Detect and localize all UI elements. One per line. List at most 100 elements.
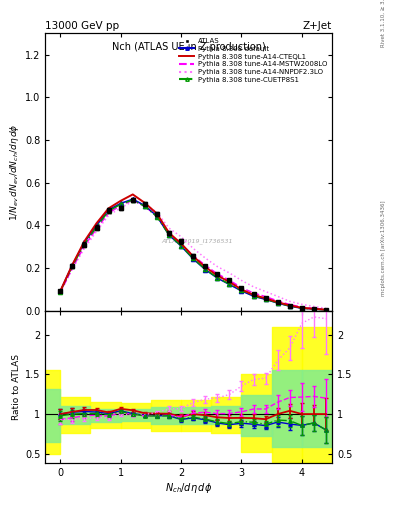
Pythia 8.308 tune-CUETP8S1 (287, 303, 292, 309)
Pythia 8.308 tune-A14-MSTW2008LO (70, 265, 75, 271)
Pythia 8.308 default (82, 240, 87, 246)
Pythia 8.308 tune-A14-NNPDF2.3LO (191, 245, 196, 251)
Pythia 8.308 tune-A14-CTEQL1 (203, 264, 208, 270)
Pythia 8.308 tune-A14-CTEQL1 (167, 230, 171, 236)
Pythia 8.308 tune-A14-CTEQL1 (70, 262, 75, 268)
Pythia 8.308 default (263, 296, 268, 303)
Pythia 8.308 tune-A14-MSTW2008LO (239, 285, 244, 291)
Line: Pythia 8.308 tune-CUETP8S1: Pythia 8.308 tune-CUETP8S1 (58, 198, 328, 312)
Text: Rivet 3.1.10, ≥ 3.2M events: Rivet 3.1.10, ≥ 3.2M events (381, 0, 386, 47)
Pythia 8.308 tune-A14-NNPDF2.3LO (106, 212, 111, 219)
Pythia 8.308 tune-A14-CTEQL1 (215, 272, 220, 279)
Pythia 8.308 tune-A14-NNPDF2.3LO (118, 205, 123, 211)
Pythia 8.308 default (179, 243, 184, 249)
Pythia 8.308 tune-A14-MSTW2008LO (94, 226, 99, 232)
Pythia 8.308 tune-A14-MSTW2008LO (312, 305, 316, 311)
Text: Z+Jet: Z+Jet (303, 20, 332, 31)
Pythia 8.308 tune-A14-CTEQL1 (263, 295, 268, 302)
Line: Pythia 8.308 tune-A14-MSTW2008LO: Pythia 8.308 tune-A14-MSTW2008LO (60, 200, 326, 309)
Pythia 8.308 tune-A14-CTEQL1 (130, 191, 135, 198)
Pythia 8.308 tune-CUETP8S1 (312, 306, 316, 312)
Pythia 8.308 tune-CUETP8S1 (70, 263, 75, 269)
Pythia 8.308 tune-A14-CTEQL1 (191, 253, 196, 260)
Pythia 8.308 tune-A14-CTEQL1 (143, 200, 147, 206)
Pythia 8.308 tune-CUETP8S1 (82, 241, 87, 247)
Pythia 8.308 tune-A14-CTEQL1 (287, 303, 292, 309)
Pythia 8.308 tune-CUETP8S1 (179, 243, 184, 249)
Pythia 8.308 tune-A14-MSTW2008LO (263, 293, 268, 300)
Pythia 8.308 tune-A14-CTEQL1 (312, 306, 316, 312)
Pythia 8.308 tune-A14-NNPDF2.3LO (312, 304, 316, 310)
Pythia 8.308 default (215, 275, 220, 281)
Pythia 8.308 tune-A14-MSTW2008LO (191, 252, 196, 259)
Pythia 8.308 default (239, 288, 244, 294)
Pythia 8.308 tune-A14-MSTW2008LO (203, 262, 208, 268)
Pythia 8.308 tune-A14-NNPDF2.3LO (70, 266, 75, 272)
Pythia 8.308 tune-A14-NNPDF2.3LO (58, 289, 62, 295)
Pythia 8.308 default (203, 266, 208, 272)
Pythia 8.308 tune-A14-CTEQL1 (118, 198, 123, 204)
Pythia 8.308 tune-A14-NNPDF2.3LO (299, 301, 304, 307)
Pythia 8.308 tune-A14-MSTW2008LO (154, 213, 159, 219)
Pythia 8.308 tune-A14-MSTW2008LO (227, 277, 232, 283)
Pythia 8.308 default (312, 306, 316, 312)
Y-axis label: $1/N_{ev}\,dN_{ev}/dN_{ch}/d\eta\,d\phi$: $1/N_{ev}\,dN_{ev}/dN_{ch}/d\eta\,d\phi$ (8, 123, 21, 221)
Pythia 8.308 tune-A14-CTEQL1 (179, 241, 184, 247)
Pythia 8.308 tune-A14-MSTW2008LO (324, 306, 329, 312)
Pythia 8.308 default (287, 303, 292, 309)
Pythia 8.308 tune-CUETP8S1 (58, 288, 62, 294)
Pythia 8.308 tune-A14-NNPDF2.3LO (324, 305, 329, 311)
X-axis label: $N_{ch}/d\eta\,d\phi$: $N_{ch}/d\eta\,d\phi$ (165, 481, 212, 495)
Pythia 8.308 tune-CUETP8S1 (251, 293, 256, 299)
Text: ATLAS_2019_I1736531: ATLAS_2019_I1736531 (162, 239, 233, 244)
Pythia 8.308 tune-A14-NNPDF2.3LO (203, 255, 208, 261)
Pythia 8.308 tune-A14-NNPDF2.3LO (239, 278, 244, 284)
Pythia 8.308 tune-CUETP8S1 (203, 266, 208, 272)
Pythia 8.308 tune-CUETP8S1 (263, 296, 268, 302)
Pythia 8.308 tune-CUETP8S1 (154, 214, 159, 220)
Line: Pythia 8.308 tune-A14-CTEQL1: Pythia 8.308 tune-A14-CTEQL1 (60, 195, 326, 310)
Pythia 8.308 tune-A14-MSTW2008LO (287, 302, 292, 308)
Pythia 8.308 default (299, 305, 304, 311)
Line: Pythia 8.308 tune-A14-NNPDF2.3LO: Pythia 8.308 tune-A14-NNPDF2.3LO (60, 201, 326, 308)
Pythia 8.308 tune-A14-CTEQL1 (58, 288, 62, 294)
Pythia 8.308 tune-A14-NNPDF2.3LO (94, 228, 99, 234)
Pythia 8.308 tune-A14-NNPDF2.3LO (167, 225, 171, 231)
Pythia 8.308 default (106, 207, 111, 213)
Pythia 8.308 tune-A14-NNPDF2.3LO (143, 202, 147, 208)
Pythia 8.308 default (118, 200, 123, 206)
Pythia 8.308 tune-A14-MSTW2008LO (143, 203, 147, 209)
Pythia 8.308 tune-CUETP8S1 (106, 208, 111, 214)
Pythia 8.308 default (251, 293, 256, 300)
Pythia 8.308 tune-A14-NNPDF2.3LO (227, 270, 232, 276)
Pythia 8.308 tune-A14-CTEQL1 (299, 305, 304, 311)
Pythia 8.308 tune-A14-MSTW2008LO (179, 241, 184, 247)
Pythia 8.308 tune-CUETP8S1 (239, 287, 244, 293)
Pythia 8.308 default (191, 256, 196, 262)
Pythia 8.308 tune-CUETP8S1 (227, 281, 232, 287)
Pythia 8.308 tune-CUETP8S1 (94, 224, 99, 230)
Pythia 8.308 tune-A14-MSTW2008LO (130, 197, 135, 203)
Pythia 8.308 tune-CUETP8S1 (130, 197, 135, 203)
Pythia 8.308 default (324, 307, 329, 313)
Text: Nch (ATLAS UE in Z production): Nch (ATLAS UE in Z production) (112, 41, 266, 52)
Pythia 8.308 default (167, 232, 171, 238)
Pythia 8.308 default (58, 288, 62, 294)
Pythia 8.308 tune-A14-MSTW2008LO (215, 271, 220, 277)
Pythia 8.308 tune-A14-MSTW2008LO (58, 289, 62, 295)
Legend: ATLAS, Pythia 8.308 default, Pythia 8.308 tune-A14-CTEQL1, Pythia 8.308 tune-A14: ATLAS, Pythia 8.308 default, Pythia 8.30… (178, 37, 329, 84)
Pythia 8.308 tune-A14-NNPDF2.3LO (287, 298, 292, 305)
Pythia 8.308 tune-A14-CTEQL1 (239, 286, 244, 292)
Pythia 8.308 tune-CUETP8S1 (275, 300, 280, 306)
Pythia 8.308 tune-A14-CTEQL1 (251, 292, 256, 298)
Pythia 8.308 tune-A14-CTEQL1 (82, 238, 87, 244)
Line: Pythia 8.308 default: Pythia 8.308 default (58, 197, 328, 312)
Pythia 8.308 tune-A14-NNPDF2.3LO (275, 293, 280, 300)
Pythia 8.308 tune-A14-NNPDF2.3LO (215, 264, 220, 270)
Pythia 8.308 tune-CUETP8S1 (143, 203, 147, 209)
Pythia 8.308 default (143, 202, 147, 208)
Y-axis label: Ratio to ATLAS: Ratio to ATLAS (12, 354, 21, 420)
Pythia 8.308 tune-A14-CTEQL1 (275, 299, 280, 305)
Pythia 8.308 tune-CUETP8S1 (215, 274, 220, 281)
Pythia 8.308 tune-A14-CTEQL1 (324, 307, 329, 313)
